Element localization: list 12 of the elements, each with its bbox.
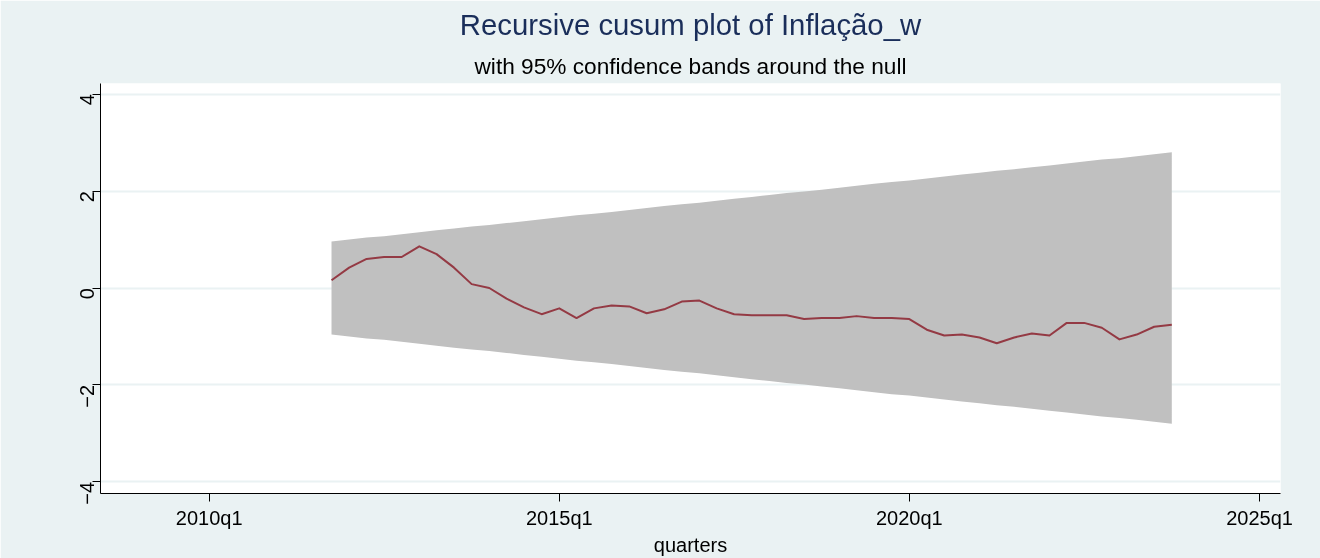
y-tick-label: 4	[76, 94, 99, 106]
y-tick-label: 2	[76, 191, 99, 203]
x-tick-label: 2010q1	[175, 506, 243, 529]
x-tick-label: 2015q1	[525, 506, 593, 529]
x-tick-label: 2025q1	[1226, 506, 1293, 529]
chart-title: Recursive cusum plot of Inflação_w	[459, 7, 922, 41]
y-tick-label: −2	[76, 384, 99, 408]
chart-subtitle: with 95% confidence bands around the null	[473, 52, 907, 79]
y-tick-label: −4	[76, 481, 99, 505]
x-axis-title: quarters	[653, 533, 728, 556]
y-tick-label: 0	[76, 288, 99, 300]
x-tick-label: 2020q1	[875, 506, 943, 529]
